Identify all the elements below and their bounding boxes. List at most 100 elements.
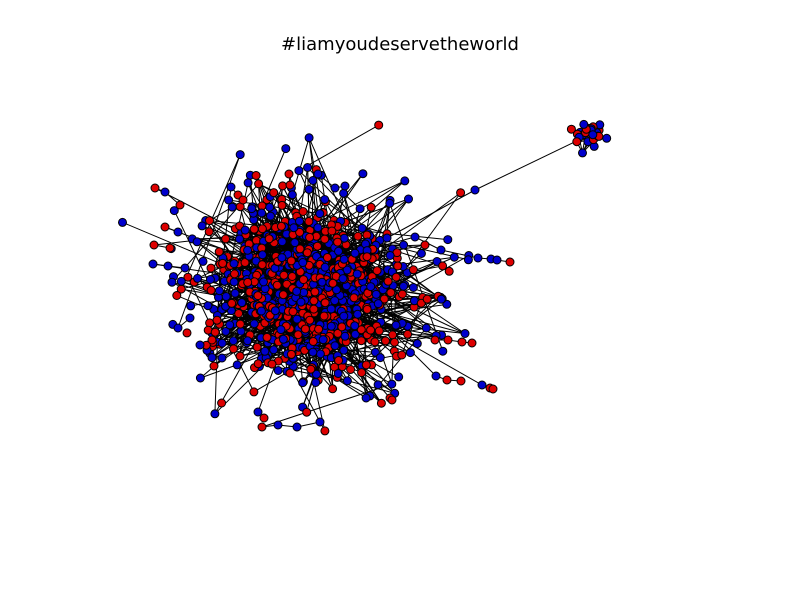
graph-node: [264, 234, 274, 244]
graph-node: [286, 349, 296, 359]
graph-node: [339, 311, 349, 321]
graph-node: [256, 306, 266, 316]
graph-node: [438, 346, 448, 356]
graph-node: [285, 180, 295, 190]
graph-node: [309, 304, 319, 314]
graph-node: [391, 320, 401, 330]
graph-node: [298, 207, 308, 216]
graph-node: [180, 263, 190, 273]
graph-edge: [291, 353, 371, 397]
graph-node: [252, 342, 262, 352]
node-layer: [118, 119, 612, 436]
graph-node: [328, 384, 338, 394]
graph-node: [305, 232, 315, 242]
graph-node: [226, 182, 236, 192]
graph-edge: [386, 189, 476, 239]
graph-node: [286, 256, 296, 266]
graph-node: [308, 337, 318, 346]
graph-node: [318, 335, 328, 345]
graph-node: [449, 252, 459, 262]
graph-node: [243, 178, 253, 188]
graph-node: [408, 283, 418, 292]
graph-node: [366, 202, 376, 212]
graph-node: [169, 206, 179, 216]
graph-node: [224, 195, 234, 205]
graph-node: [422, 294, 432, 304]
graph-node: [385, 251, 395, 260]
graph-node: [374, 326, 384, 336]
graph-node: [296, 297, 306, 307]
graph-node: [214, 286, 224, 296]
graph-node: [173, 227, 183, 237]
graph-node: [376, 398, 386, 408]
graph-node: [309, 296, 319, 306]
graph-node: [602, 133, 612, 143]
graph-node: [361, 360, 371, 370]
graph-node: [210, 327, 220, 337]
graph-node: [463, 255, 473, 265]
graph-node: [243, 336, 253, 346]
graph-node: [304, 184, 314, 194]
graph-node: [386, 288, 396, 298]
graph-node: [391, 272, 401, 282]
graph-node: [420, 240, 430, 250]
graph-node: [349, 293, 359, 303]
graph-node: [257, 208, 267, 218]
graph-node: [394, 372, 404, 382]
graph-node: [278, 290, 288, 300]
graph-node: [372, 266, 382, 276]
graph-node: [315, 417, 325, 427]
graph-node: [304, 217, 314, 226]
graph-node: [334, 356, 344, 365]
graph-node: [276, 221, 286, 231]
graph-node: [443, 335, 453, 345]
graph-node: [358, 169, 368, 179]
graph-node: [346, 365, 356, 374]
graph-node: [150, 183, 160, 193]
graph-node: [373, 299, 383, 309]
graph-node: [289, 223, 299, 233]
graph-node: [203, 301, 213, 311]
graph-node: [228, 336, 238, 346]
graph-node: [292, 422, 302, 432]
graph-node: [276, 325, 286, 335]
graph-node: [205, 318, 215, 328]
graph-node: [163, 261, 173, 271]
graph-node: [257, 224, 267, 234]
graph-node: [240, 225, 250, 235]
graph-node: [288, 307, 298, 317]
graph-node: [295, 227, 305, 237]
graph-node: [305, 315, 315, 325]
graph-node: [350, 329, 360, 339]
graph-node: [257, 422, 267, 432]
graph-node: [436, 245, 446, 255]
graph-node: [278, 181, 288, 191]
graph-node: [197, 221, 207, 231]
graph-node: [229, 344, 238, 354]
graph-node: [292, 314, 302, 324]
graph-node: [371, 289, 381, 299]
graph-node: [327, 226, 337, 236]
graph-node: [285, 368, 295, 378]
graph-node: [173, 323, 183, 333]
graph-node: [578, 148, 587, 158]
graph-node: [287, 272, 297, 281]
graph-node: [298, 378, 308, 388]
graph-node: [421, 323, 431, 333]
graph-node: [205, 275, 215, 284]
graph-node: [262, 332, 272, 342]
graph-node: [350, 248, 360, 258]
graph-node: [206, 285, 216, 295]
graph-node: [330, 341, 340, 351]
graph-node: [253, 291, 263, 301]
graph-node: [249, 224, 259, 234]
graph-edge: [209, 251, 220, 280]
graph-node: [436, 294, 446, 304]
graph-node: [265, 202, 275, 212]
graph-node: [295, 216, 304, 226]
graph-node: [403, 329, 413, 339]
graph-node: [273, 366, 283, 375]
graph-node: [175, 200, 185, 210]
graph-node: [357, 223, 367, 233]
graph-node: [339, 254, 349, 264]
